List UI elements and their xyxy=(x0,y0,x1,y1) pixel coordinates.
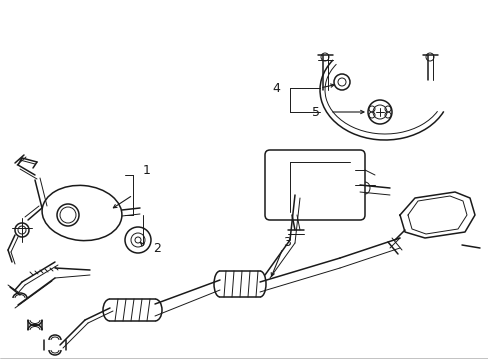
Text: 3: 3 xyxy=(283,235,290,248)
Text: 4: 4 xyxy=(271,81,280,95)
Text: 2: 2 xyxy=(153,242,161,255)
Text: 5: 5 xyxy=(311,105,319,118)
Text: 1: 1 xyxy=(142,163,151,176)
